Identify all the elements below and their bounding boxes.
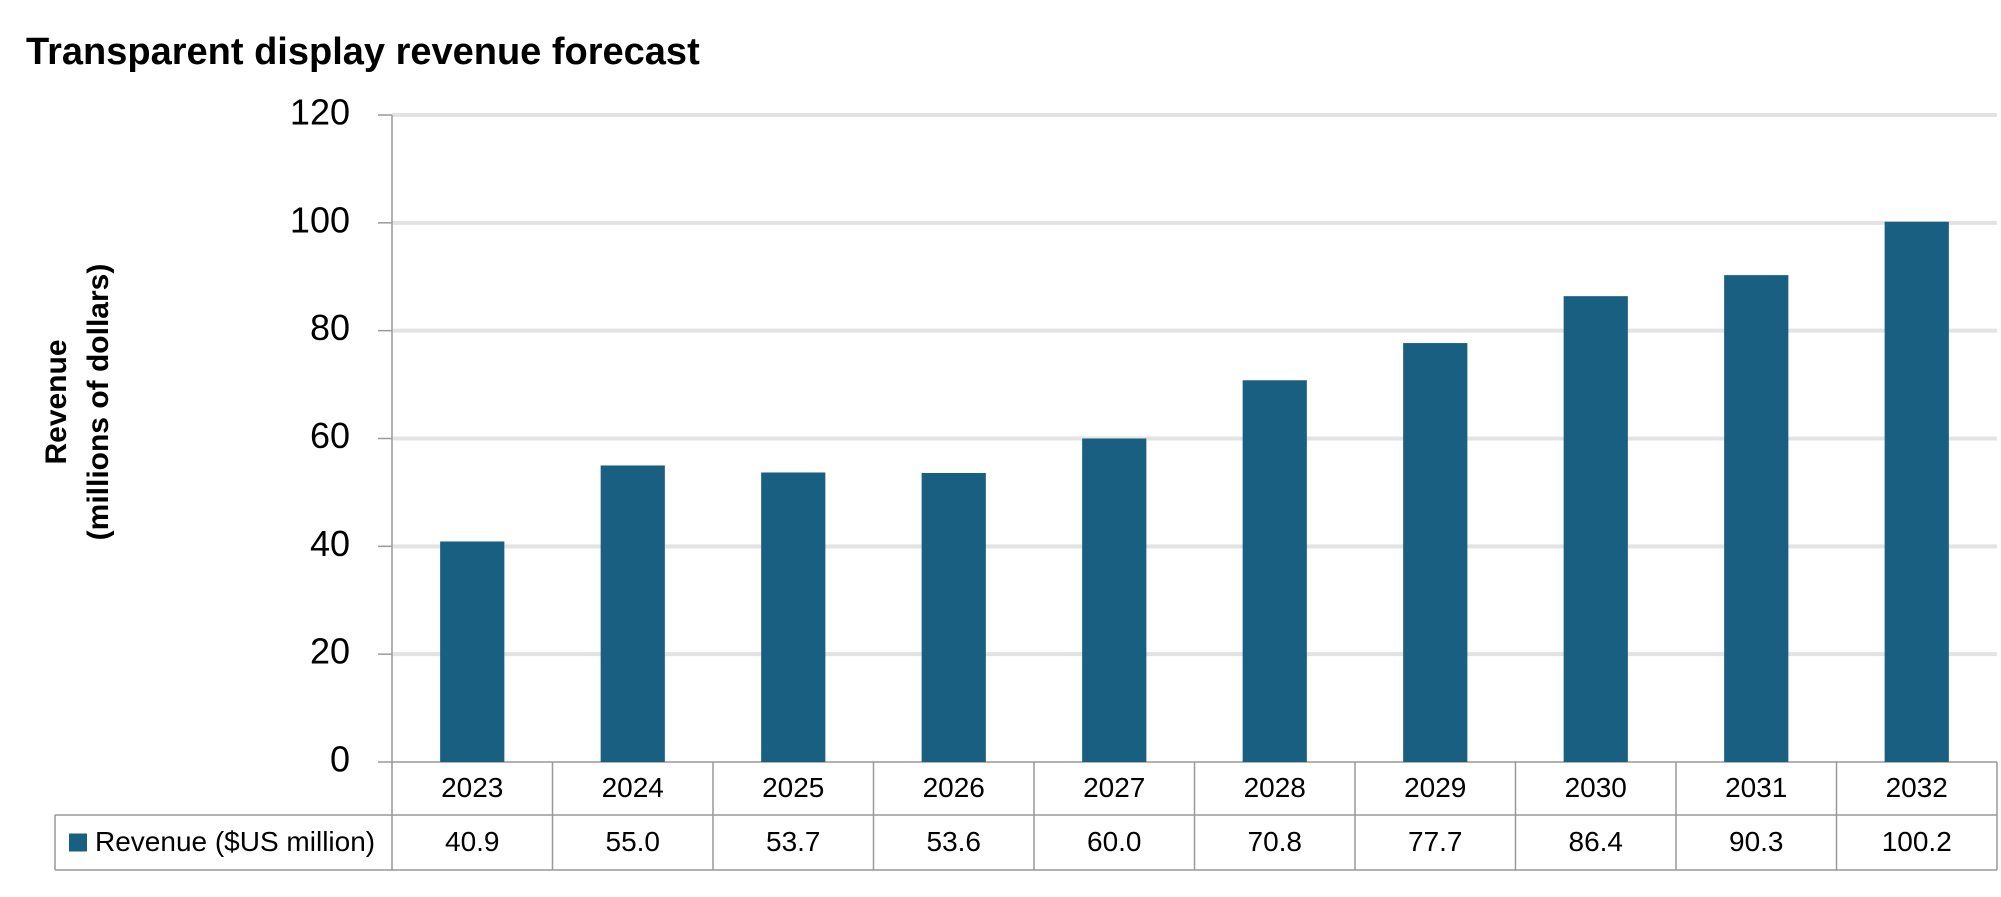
y-axis-label: (millions of dollars)	[82, 264, 115, 541]
x-tick-label: 2023	[441, 772, 503, 803]
x-tick-label: 2027	[1083, 772, 1145, 803]
bar	[1082, 438, 1147, 762]
y-tick-label: 120	[290, 92, 350, 133]
bar	[1403, 343, 1468, 762]
y-tick-label: 40	[310, 523, 350, 564]
bar	[1242, 380, 1307, 762]
y-axis-label: Revenue	[40, 339, 73, 464]
y-tick-label: 60	[310, 415, 350, 456]
bar	[761, 472, 826, 762]
y-tick-label: 0	[330, 739, 350, 780]
x-tick-label: 2030	[1565, 772, 1627, 803]
x-tick-label: 2032	[1886, 772, 1948, 803]
x-tick-label: 2031	[1725, 772, 1787, 803]
chart-title: Transparent display revenue forecast	[26, 31, 700, 73]
value-label: 53.7	[766, 826, 821, 857]
y-tick-label: 20	[310, 631, 350, 672]
bar	[1563, 296, 1628, 762]
value-label: 60.0	[1087, 826, 1142, 857]
bar	[440, 541, 505, 762]
value-label: 77.7	[1408, 826, 1463, 857]
bar	[921, 473, 986, 762]
y-tick-label: 80	[310, 307, 350, 348]
value-label: 90.3	[1729, 826, 1784, 857]
x-tick-label: 2028	[1244, 772, 1306, 803]
x-tick-label: 2026	[923, 772, 985, 803]
x-tick-label: 2025	[762, 772, 824, 803]
x-tick-label: 2024	[602, 772, 664, 803]
legend-swatch	[69, 833, 87, 852]
value-label: 40.9	[445, 826, 500, 857]
value-label: 53.6	[927, 826, 982, 857]
bar	[600, 465, 665, 762]
value-label: 70.8	[1248, 826, 1303, 857]
value-label: 55.0	[606, 826, 661, 857]
value-label: 100.2	[1882, 826, 1952, 857]
bar	[1884, 221, 1949, 762]
legend-label: Revenue ($US million)	[95, 826, 375, 857]
bar	[1724, 275, 1789, 762]
value-label: 86.4	[1569, 826, 1624, 857]
y-tick-label: 100	[290, 199, 350, 240]
x-tick-label: 2029	[1404, 772, 1466, 803]
